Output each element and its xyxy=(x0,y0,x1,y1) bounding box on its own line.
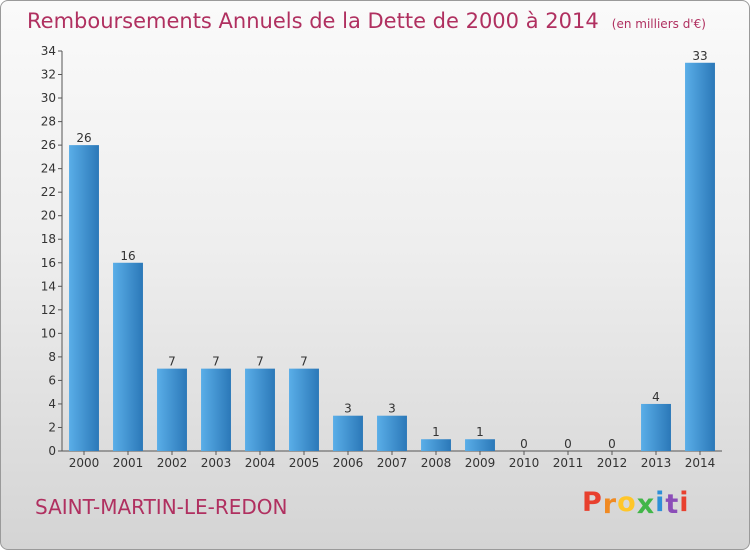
y-tick-label: 22 xyxy=(41,185,56,199)
data-label: 7 xyxy=(212,355,220,369)
y-tick-label: 12 xyxy=(41,303,56,317)
bar xyxy=(245,368,275,451)
data-label: 1 xyxy=(476,425,484,439)
data-label: 3 xyxy=(344,402,352,416)
y-tick-label: 6 xyxy=(48,373,56,387)
bar xyxy=(289,368,319,451)
data-label: 0 xyxy=(608,437,616,451)
y-tick-label: 24 xyxy=(41,162,56,176)
bar xyxy=(113,262,143,451)
x-tick-label: 2005 xyxy=(289,456,320,470)
y-tick-label: 2 xyxy=(48,420,56,434)
logo-letter: P xyxy=(582,487,603,518)
x-tick-label: 2006 xyxy=(333,456,364,470)
bar xyxy=(377,415,407,451)
x-tick-label: 2007 xyxy=(377,456,408,470)
x-tick-label: 2009 xyxy=(465,456,496,470)
chart-subtitle: (en milliers d'€) xyxy=(611,17,706,31)
x-tick-label: 2013 xyxy=(641,456,672,470)
title-row: Remboursements Annuels de la Dette de 20… xyxy=(27,9,706,33)
y-tick-label: 16 xyxy=(41,256,56,270)
y-tick-label: 0 xyxy=(48,444,56,458)
y-tick-label: 10 xyxy=(41,326,56,340)
data-label: 7 xyxy=(256,355,264,369)
bar xyxy=(333,415,363,451)
bar xyxy=(465,439,495,451)
data-label: 0 xyxy=(520,437,528,451)
x-tick-label: 2011 xyxy=(553,456,584,470)
bar xyxy=(641,403,671,451)
commune-name: SAINT-MARTIN-LE-REDON xyxy=(35,495,288,519)
data-label: 1 xyxy=(432,425,440,439)
chart-title: Remboursements Annuels de la Dette de 20… xyxy=(27,9,599,33)
proxiti-logo: Proxiti xyxy=(582,487,690,520)
y-tick-label: 26 xyxy=(41,138,56,152)
y-tick-label: 20 xyxy=(41,209,56,223)
data-label: 4 xyxy=(652,390,660,404)
bar xyxy=(69,145,99,451)
y-tick-label: 8 xyxy=(48,350,56,364)
y-tick-label: 18 xyxy=(41,232,56,246)
bar xyxy=(685,62,715,451)
y-tick-label: 34 xyxy=(41,44,56,58)
logo-letter: i xyxy=(679,487,690,518)
x-tick-label: 2001 xyxy=(113,456,144,470)
x-tick-label: 2014 xyxy=(685,456,716,470)
data-label: 7 xyxy=(300,355,308,369)
data-label: 26 xyxy=(76,131,91,145)
y-tick-label: 32 xyxy=(41,68,56,82)
logo-letter: i xyxy=(655,487,666,518)
y-tick-label: 30 xyxy=(41,91,56,105)
y-tick-label: 28 xyxy=(41,115,56,129)
bar xyxy=(157,368,187,451)
x-tick-label: 2003 xyxy=(201,456,232,470)
bars xyxy=(69,62,715,451)
logo-letter: x xyxy=(636,489,656,520)
logo-letter: t xyxy=(665,489,680,520)
x-tick-label: 2008 xyxy=(421,456,452,470)
data-label: 0 xyxy=(564,437,572,451)
y-tick-label: 14 xyxy=(41,279,56,293)
data-label: 3 xyxy=(388,402,396,416)
y-tick-label: 4 xyxy=(48,397,56,411)
bar xyxy=(201,368,231,451)
x-tick-label: 2000 xyxy=(69,456,100,470)
data-label: 16 xyxy=(120,249,135,263)
data-label: 7 xyxy=(168,355,176,369)
logo-letter: r xyxy=(602,489,618,520)
x-tick-label: 2004 xyxy=(245,456,276,470)
x-tick-label: 2012 xyxy=(597,456,628,470)
x-tick-label: 2002 xyxy=(157,456,188,470)
bar xyxy=(421,439,451,451)
data-label: 33 xyxy=(692,49,707,63)
logo-letter: o xyxy=(617,487,637,518)
x-tick-label: 2010 xyxy=(509,456,540,470)
